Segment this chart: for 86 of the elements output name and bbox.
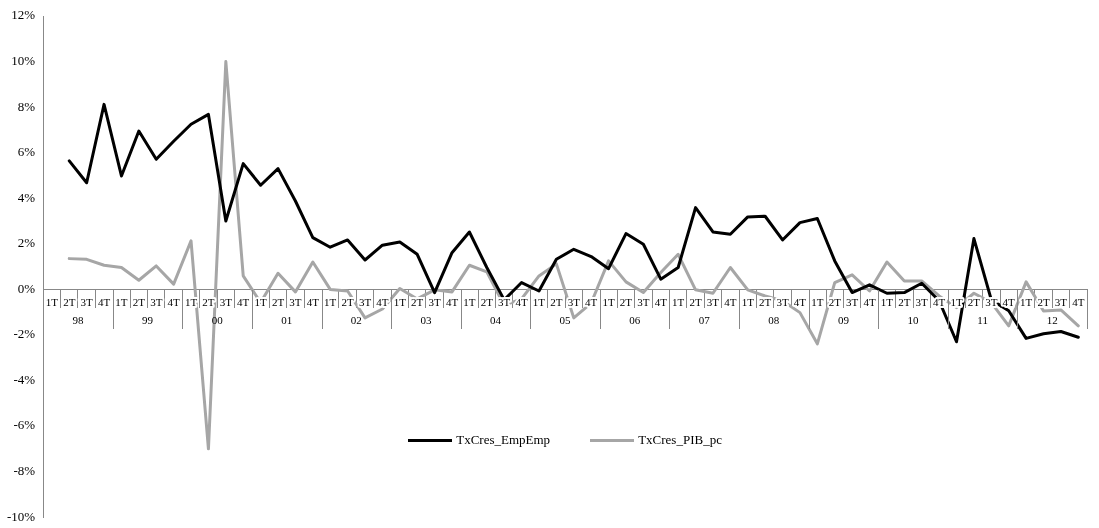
x-tick-label: 3T	[776, 296, 789, 309]
annotation: 06	[629, 314, 641, 327]
annotation: 10	[907, 314, 920, 327]
x-tick-label: 3T	[80, 296, 94, 309]
y-tick-label: -10%	[6, 508, 36, 524]
y-tick-label: 8%	[17, 98, 36, 114]
x-tick-label: 2T	[271, 296, 285, 309]
x-tick-label: 3T	[498, 296, 511, 309]
annotation: 00	[211, 314, 224, 327]
y-tick-label: -4%	[13, 371, 36, 387]
x-tick-label: 3T	[289, 296, 302, 309]
y-tick-label: 0%	[17, 280, 36, 296]
x-tick-label: 3T	[915, 296, 929, 309]
x-tick-label: 3T	[219, 296, 233, 309]
x-tick-label: 2T	[619, 296, 633, 309]
x-tick-label: 3T	[428, 296, 441, 309]
x-tick-label: 2T	[202, 296, 215, 309]
annotation: 02	[350, 314, 362, 327]
x-tick-label: 3T	[846, 296, 859, 309]
x-tick-label: 1T	[602, 296, 615, 309]
x-tick-label: 4T	[1072, 296, 1085, 309]
x-tick-label: 1T	[324, 296, 337, 309]
x-tick-label: 1T	[1019, 296, 1033, 309]
x-tick-label: 4T	[167, 296, 181, 309]
x-tick-label: 4T	[515, 296, 528, 309]
y-tick-label: 2%	[17, 235, 36, 251]
legend-label: TxCres_EmpEmp	[456, 432, 551, 449]
annotation: 12	[1046, 314, 1058, 327]
x-tick-label: 4T	[863, 296, 876, 309]
x-tick-label: 2T	[828, 296, 842, 309]
x-tick-label: 1T	[115, 296, 128, 309]
x-tick-label: 2T	[689, 296, 702, 309]
x-tick-label: 1T	[672, 296, 685, 309]
annotation: 03	[420, 314, 432, 327]
legend-label: TxCres_PIB_pc	[638, 432, 722, 449]
x-tick-label: 3T	[637, 296, 650, 309]
annotation: 09	[837, 314, 850, 327]
x-tick-label: 2T	[132, 296, 146, 309]
x-tick-label: 4T	[237, 296, 250, 309]
x-tick-label: 3T	[358, 296, 372, 309]
x-tick-label: 2T	[1037, 296, 1050, 309]
x-tick-label: 2T	[898, 296, 911, 309]
x-tick-label: 1T	[880, 296, 894, 309]
x-tick-label: 1T	[254, 296, 268, 309]
x-tick-label: 1T	[811, 296, 824, 309]
x-tick-label: 2T	[759, 296, 772, 309]
x-tick-label: 1T	[45, 296, 59, 309]
x-tick-label: 3T	[150, 296, 163, 309]
x-tick-label: 4T	[376, 296, 389, 309]
y-tick-label: -6%	[13, 417, 36, 433]
x-tick-label: 3T	[567, 296, 581, 309]
x-tick-label: 4T	[445, 296, 459, 309]
x-tick-label: 4T	[1002, 296, 1016, 309]
y-tick-label: 10%	[11, 52, 36, 68]
x-tick-label: 2T	[411, 296, 424, 309]
x-tick-label: 1T	[532, 296, 546, 309]
x-tick-label: 4T	[793, 296, 807, 309]
x-tick-label: 2T	[341, 296, 354, 309]
y-tick-label: 4%	[17, 189, 36, 205]
y-tick-label: -2%	[13, 326, 36, 342]
y-tick-label: -8%	[13, 463, 36, 479]
annotation: 07	[698, 314, 711, 327]
y-tick-label: 12%	[11, 7, 36, 23]
x-tick-label: 2T	[63, 296, 76, 309]
x-tick-label: 1T	[741, 296, 755, 309]
x-tick-label: 4T	[724, 296, 737, 309]
x-tick-label: 3T	[985, 296, 998, 309]
x-tick-label: 2T	[967, 296, 981, 309]
x-tick-label: 3T	[1054, 296, 1068, 309]
annotation: 05	[559, 314, 572, 327]
annotation: 11	[977, 314, 988, 327]
x-tick-label: 1T	[393, 296, 407, 309]
annotation: 08	[768, 314, 780, 327]
annotation: 04	[489, 314, 502, 327]
annotation: 98	[72, 314, 84, 327]
x-tick-label: 1T	[463, 296, 476, 309]
x-tick-label: 4T	[306, 296, 320, 309]
x-tick-label: 2T	[480, 296, 494, 309]
x-tick-label: 3T	[706, 296, 720, 309]
x-tick-label: 4T	[654, 296, 668, 309]
x-tick-label: 4T	[97, 296, 111, 309]
annotation: 01	[281, 314, 293, 327]
annotation: 99	[142, 314, 154, 327]
y-tick-label: 6%	[17, 144, 36, 160]
x-tick-label: 1T	[184, 296, 198, 309]
x-tick-label: 2T	[550, 296, 563, 309]
